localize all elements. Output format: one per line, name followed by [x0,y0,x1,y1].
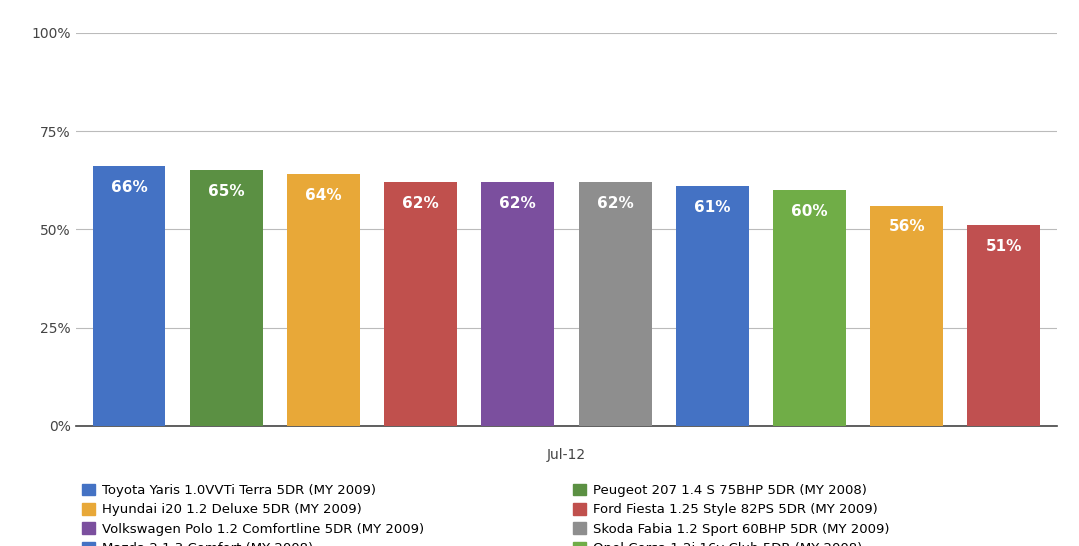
Bar [287,174,360,426]
Bar [190,170,262,426]
Text: 62%: 62% [597,196,633,211]
Text: 51%: 51% [986,239,1022,254]
Bar [384,182,457,426]
Text: 62%: 62% [402,196,439,211]
Bar [481,182,555,426]
Text: 60%: 60% [791,204,828,219]
Bar [675,186,749,426]
Text: 56%: 56% [888,219,925,234]
Legend: Peugeot 207 1.4 S 75BHP 5DR (MY 2008), Ford Fiesta 1.25 Style 82PS 5DR (MY 2009): Peugeot 207 1.4 S 75BHP 5DR (MY 2008), F… [573,484,889,546]
Text: 61%: 61% [694,200,730,215]
Text: Jul-12: Jul-12 [547,448,586,461]
Bar [968,225,1040,426]
Text: 66%: 66% [111,180,148,195]
Bar [871,206,943,426]
Text: 62%: 62% [500,196,536,211]
Text: 65%: 65% [208,184,245,199]
Bar [773,190,846,426]
Bar [578,182,652,426]
Bar [93,167,165,426]
Text: 64%: 64% [305,188,342,203]
